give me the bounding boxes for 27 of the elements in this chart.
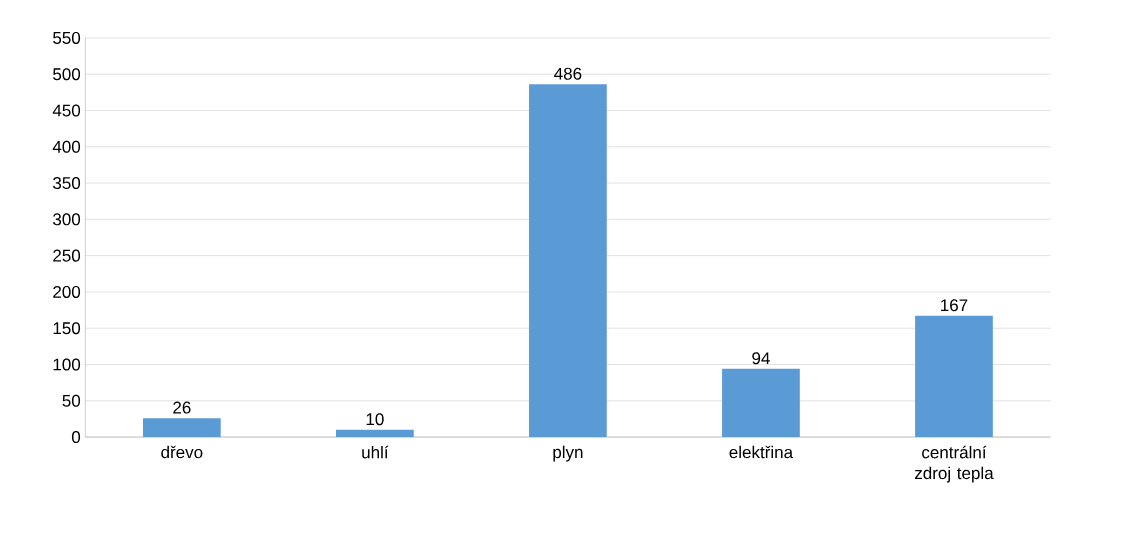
y-tick-label: 100 [53, 358, 81, 371]
y-tick-label: 400 [52, 140, 81, 153]
data-label: 167 [941, 299, 968, 312]
y-tick-label: 550 [53, 32, 81, 45]
x-tick-label: dřevo [161, 445, 203, 459]
x-tick-label: uhlí [362, 445, 389, 459]
bar [336, 429, 414, 438]
y-tick-label: 500 [53, 68, 81, 81]
bar [722, 368, 800, 438]
data-label: 94 [752, 352, 770, 365]
y-tick-label: 450 [52, 104, 81, 117]
x-tick-label: plyn [553, 445, 583, 462]
y-tick-label: 300 [53, 213, 81, 226]
bar [529, 84, 607, 438]
y-tick-label: 350 [53, 177, 81, 190]
y-tick-label: 0 [71, 431, 81, 444]
data-label: 26 [173, 401, 191, 414]
y-tick-label: 50 [62, 394, 81, 407]
bar [142, 418, 221, 438]
y-tick-label: 200 [53, 286, 81, 299]
x-tick-label: centrální zdroj tepla [914, 445, 994, 483]
bar [915, 316, 993, 438]
data-label: 486 [554, 67, 582, 80]
x-tick-label: elektřina [729, 445, 794, 459]
data-label: 10 [366, 413, 384, 426]
y-tick-label: 250 [53, 249, 81, 262]
y-tick-label: 150 [53, 322, 81, 335]
